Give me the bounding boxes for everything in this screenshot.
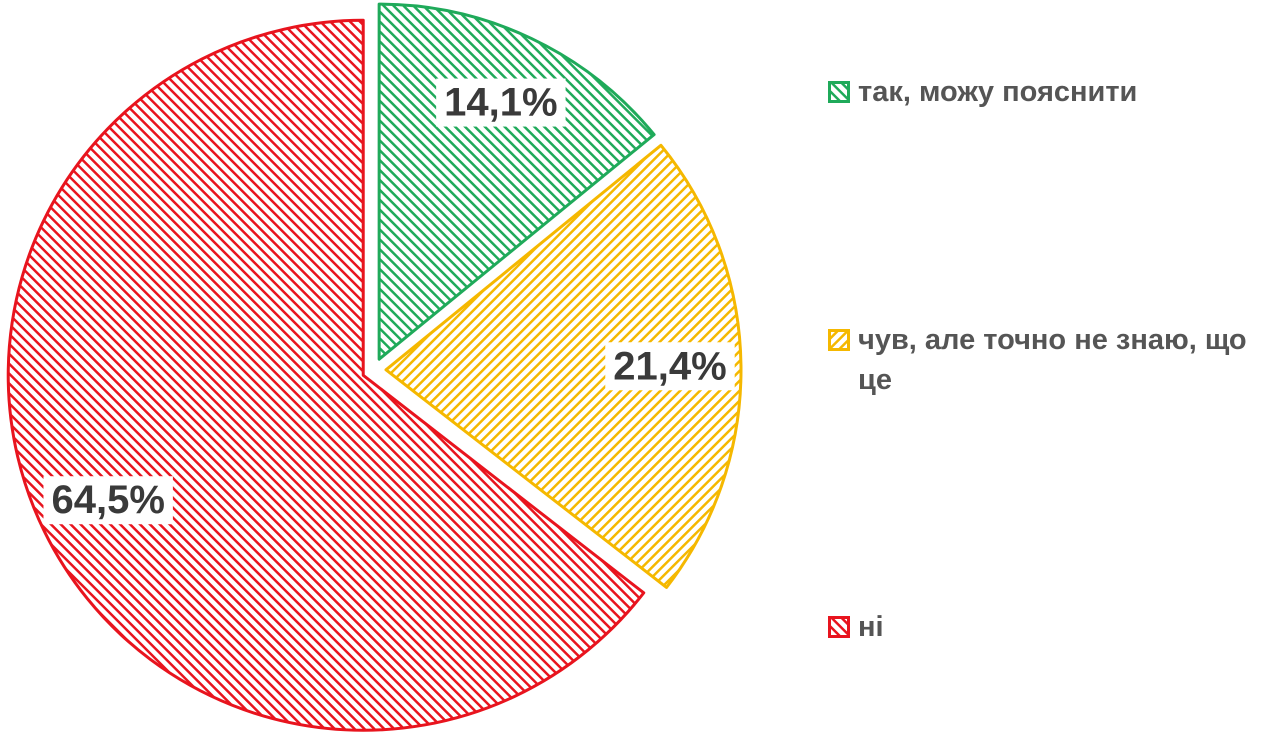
legend-item: ні [828,607,1278,647]
data-label-box [43,476,173,525]
legend-label: чув, але точно не знаю, що це [858,323,1247,396]
pie-slice [384,143,743,589]
legend: так, можу пояснити чув, але точно не знаю… [828,72,1278,647]
legend-swatch [828,616,850,638]
legend-item: чув, але точно не знаю, що це [828,320,1278,400]
data-label: 14,1% [444,81,557,125]
legend-label: ні [858,611,884,643]
legend-swatch [828,328,850,351]
legend-label: так, можу пояснити [858,76,1138,108]
legend-item: так, можу пояснити [828,72,1278,112]
legend-swatch [828,81,850,103]
data-label-box [436,78,566,127]
data-label: 64,5% [51,478,164,522]
data-label: 21,4% [613,344,726,388]
data-label-box [605,342,735,391]
pie-chart: 14,1% 21,4% 64,5% [6,2,743,732]
pie-slice [6,18,646,732]
